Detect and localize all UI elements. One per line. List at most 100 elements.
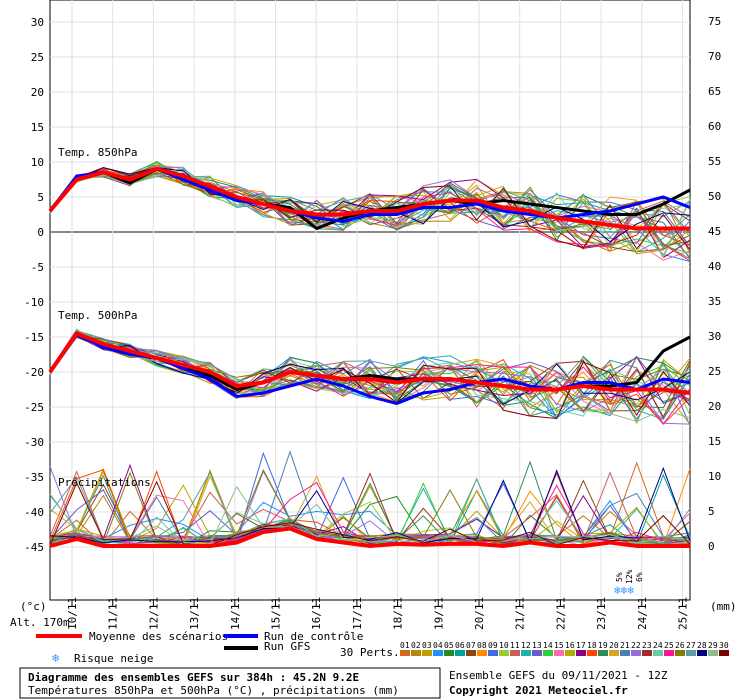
- pert-number: 13: [532, 641, 542, 650]
- pert-number: 26: [675, 641, 685, 650]
- right-tick-label: 75: [708, 15, 721, 28]
- footer-title: Diagramme des ensembles GEFS sur 384h : …: [28, 671, 359, 684]
- pert-number: 10: [499, 641, 509, 650]
- legend-snow-label: Risque neige: [74, 652, 153, 665]
- pert-number: 03: [422, 641, 432, 650]
- pert-850-line: [49, 164, 691, 238]
- legend-perts-label: 30 Perts.: [340, 646, 400, 659]
- pert-color-swatch: [488, 650, 498, 656]
- pert-color-swatch: [653, 650, 663, 656]
- pert-number: 06: [455, 641, 465, 650]
- footer-copyright: Copyright 2021 Meteociel.fr: [449, 684, 628, 697]
- pert-color-swatch: [411, 650, 421, 656]
- pert-precip-line: [49, 480, 691, 546]
- pert-number: 18: [587, 641, 597, 650]
- pert-850-line: [49, 166, 691, 232]
- right-unit-label: (mm): [710, 600, 737, 613]
- left-tick-label: -40: [24, 506, 44, 519]
- footer-run-info: Ensemble GEFS du 09/11/2021 - 12Z: [449, 669, 668, 682]
- pert-color-swatch: [620, 650, 630, 656]
- pert-500-line: [49, 333, 691, 420]
- pert-color-swatch: [565, 650, 575, 656]
- pert-color-swatch: [642, 650, 652, 656]
- x-tick-label: 16/11: [310, 597, 323, 630]
- right-tick-label: 55: [708, 155, 721, 168]
- x-tick-label: 18/11: [392, 597, 405, 630]
- right-tick-label: 0: [708, 540, 715, 553]
- footer-box: [19, 667, 441, 699]
- pert-number: 30: [719, 641, 729, 650]
- legend-mean-label: Moyenne des scénarios: [89, 630, 228, 643]
- legend: Moyenne des scénarios Run de contrôle Ru…: [36, 630, 400, 665]
- right-tick-label: 20: [708, 400, 721, 413]
- x-tick-label: 22/11: [554, 597, 567, 630]
- right-tick-label: 50: [708, 190, 721, 203]
- pert-850-line: [49, 162, 691, 254]
- mean-850-line: [48, 166, 690, 231]
- pert-500-line: [49, 329, 691, 395]
- pert-number: 23: [642, 641, 652, 650]
- footer-subtitle: Températures 850hPa et 500hPa (°C) , pré…: [28, 684, 399, 697]
- section-label-precip: Précipitations: [58, 476, 151, 489]
- left-tick-label: -35: [24, 471, 44, 484]
- pert-number: 09: [488, 641, 498, 650]
- x-tick-label: 17/11: [351, 597, 364, 630]
- pert-number: 16: [565, 641, 575, 650]
- pert-color-swatch: [543, 650, 553, 656]
- pert-color-swatch: [631, 650, 641, 656]
- x-axis: 10/11 11/11 12/11 13/11 14/11 15/11 16/11 17/11…: [66, 597, 690, 630]
- right-tick-label: 45: [708, 225, 721, 238]
- pert-color-swatch: [466, 650, 476, 656]
- pert-color-swatch: [598, 650, 608, 656]
- pert-color-swatch: [587, 650, 597, 656]
- x-tick-label: 11/11: [107, 597, 120, 630]
- x-tick-label: 21/11: [514, 597, 527, 630]
- perturbation-legend: 01 02 03 04 05 06 07 08 09 10 11 12 13 14 15 16 17 18 19 20…: [400, 641, 729, 656]
- snow-risk-12: 12%: [625, 569, 634, 584]
- section-label-850: Temp. 850hPa: [58, 146, 137, 159]
- pert-color-swatch: [510, 650, 520, 656]
- left-tick-label: 25: [31, 51, 44, 64]
- pert-number: 15: [554, 641, 564, 650]
- pert-precip-line: [49, 466, 691, 544]
- snowflake-legend-icon: ❄: [52, 651, 59, 665]
- x-tick-label: 20/11: [473, 597, 486, 630]
- x-tick-label: 10/11: [66, 597, 79, 630]
- pert-number: 02: [411, 641, 421, 650]
- right-tick-label: 25: [708, 365, 721, 378]
- pert-color-swatch: [499, 650, 509, 656]
- right-tick-label: 60: [708, 120, 721, 133]
- left-tick-label: -45: [24, 541, 44, 554]
- left-tick-label: -25: [24, 401, 44, 414]
- pert-number: 19: [598, 641, 608, 650]
- left-tick-label: 10: [31, 156, 44, 169]
- left-tick-label: -10: [24, 296, 44, 309]
- pert-color-swatch: [477, 650, 487, 656]
- pert-number: 25: [664, 641, 674, 650]
- pert-850-line: [49, 173, 691, 249]
- pert-color-swatch: [532, 650, 542, 656]
- x-tick-label: 15/11: [270, 597, 283, 630]
- pert-color-swatch: [686, 650, 696, 656]
- pert-color-swatch: [422, 650, 432, 656]
- x-tick-label: 13/11: [188, 597, 201, 630]
- pert-color-swatch: [675, 650, 685, 656]
- altitude-label: Alt. 170m: [10, 616, 70, 629]
- pert-number: 05: [444, 641, 454, 650]
- x-tick-label: 24/11: [636, 597, 649, 630]
- pert-color-swatch: [455, 650, 465, 656]
- pert-color-swatch: [433, 650, 443, 656]
- left-axis: 30 25 20 15 10 5 0 -5 -10 -15 -20 -25 -30 -35 -40 -45: [24, 16, 44, 554]
- right-tick-label: 30: [708, 330, 721, 343]
- pert-number: 27: [686, 641, 696, 650]
- right-tick-label: 5: [708, 505, 715, 518]
- x-tick-label: 12/11: [147, 597, 160, 630]
- pert-color-swatch: [708, 650, 718, 656]
- x-tick-label: 14/11: [229, 597, 242, 630]
- pert-number: 04: [433, 641, 443, 650]
- pert-number: 28: [697, 641, 707, 650]
- left-tick-label: 30: [31, 16, 44, 29]
- x-tick-label: 23/11: [595, 597, 608, 630]
- pert-number: 14: [543, 641, 553, 650]
